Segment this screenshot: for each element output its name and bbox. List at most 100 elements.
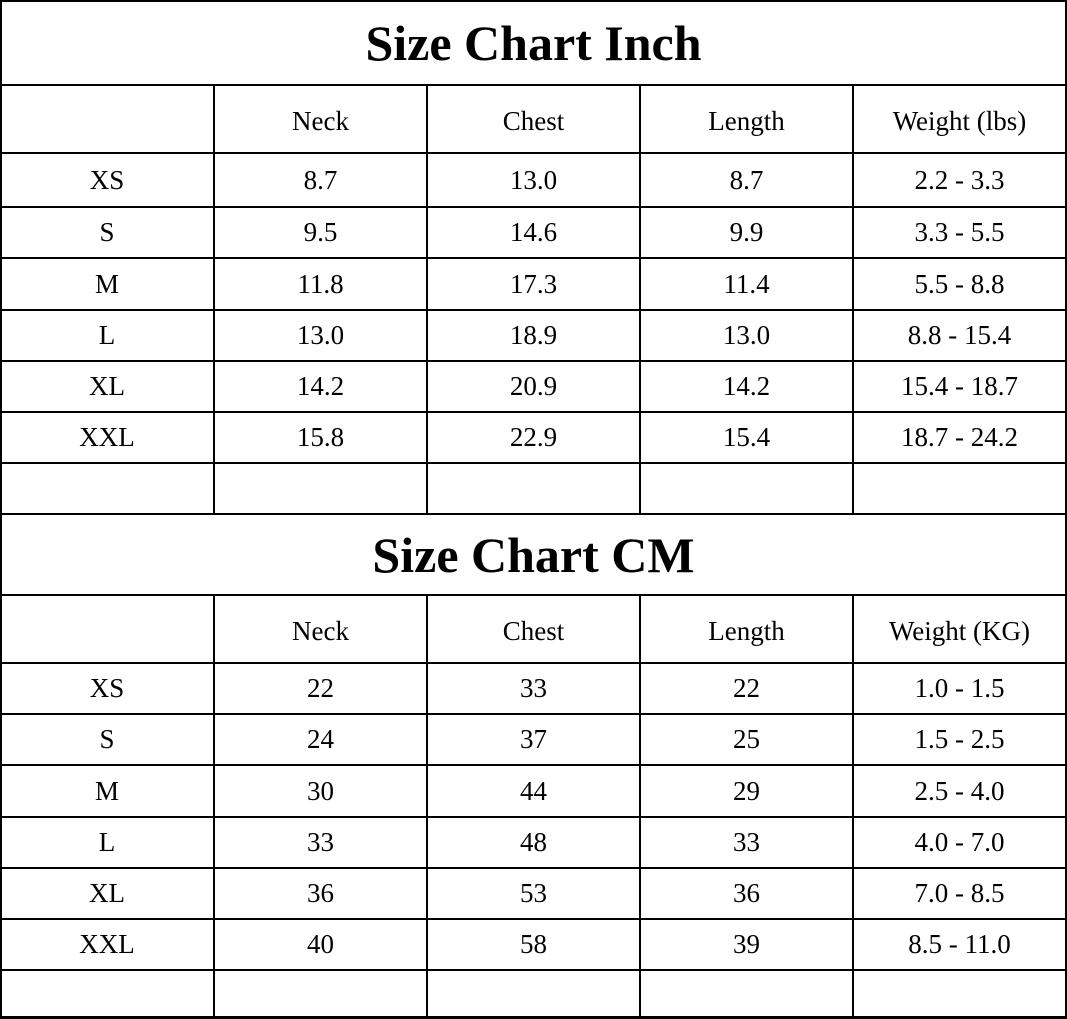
- table-cell-chest: 13.0: [509, 164, 558, 195]
- table-border: [0, 867, 1067, 869]
- table-border: [0, 0, 2, 1019]
- table-border: [213, 85, 215, 514]
- table-cell-length: 9.9: [729, 217, 764, 247]
- table-border: [0, 360, 1067, 362]
- table-border: [0, 1017, 1067, 1019]
- column-header-length: Length: [708, 615, 785, 646]
- table-cell-neck: 11.8: [297, 268, 344, 299]
- table-cell-chest: 44: [520, 775, 547, 806]
- table-cell-size: L: [98, 827, 116, 857]
- table-cell-size: M: [94, 268, 119, 299]
- table-border: [852, 595, 854, 1017]
- table-cell-weight: 8.5 - 11.0: [908, 929, 1011, 959]
- table-cell-weight: [853, 463, 1066, 514]
- table-border: [0, 462, 1067, 464]
- column-header-neck: Neck: [292, 615, 349, 646]
- column-header-weight: Weight (lbs): [892, 105, 1027, 136]
- table-border: [639, 85, 641, 514]
- table-cell-length: 11.4: [723, 268, 770, 299]
- table-cell-length: [640, 463, 853, 514]
- table-border: [852, 85, 854, 514]
- table-cell-length: 33: [733, 827, 760, 857]
- column-header-length: Length: [708, 105, 785, 136]
- table-cell-weight: 1.5 - 2.5: [914, 724, 1005, 754]
- section-title: Size Chart Inch: [365, 14, 702, 71]
- table-border: [0, 152, 1067, 154]
- table-cell-length: 22: [733, 673, 760, 703]
- table-cell-neck: 40: [307, 929, 334, 959]
- table-border: [0, 411, 1067, 413]
- table-cell-neck: [214, 463, 427, 514]
- column-header-chest: Chest: [502, 615, 565, 646]
- table-cell-chest: 20.9: [509, 371, 558, 401]
- table-border: [0, 594, 1067, 596]
- table-border: [0, 309, 1067, 311]
- table-border: [213, 595, 215, 1017]
- table-cell-neck: 36: [307, 878, 334, 908]
- table-cell-length: 39: [733, 929, 760, 959]
- table-cell-length: 29: [733, 775, 760, 806]
- table-cell-size: XL: [89, 371, 125, 401]
- table-border: [0, 206, 1067, 208]
- table-border: [0, 84, 1067, 86]
- table-cell-length: 14.2: [722, 371, 771, 401]
- column-header-weight: Weight (KG): [888, 615, 1031, 646]
- table-cell-weight: 4.0 - 7.0: [914, 827, 1005, 857]
- table-cell-neck: 14.2: [296, 371, 345, 401]
- table-border: [426, 85, 428, 514]
- table-cell-chest: 53: [520, 878, 547, 908]
- table-border: [0, 969, 1067, 971]
- table-border: [0, 257, 1067, 259]
- table-cell-size: L: [98, 320, 116, 350]
- table-border: [0, 764, 1067, 766]
- table-cell-size: XXL: [79, 422, 135, 452]
- table-border: [0, 0, 1067, 2]
- table-cell-chest: [427, 463, 640, 514]
- table-cell-chest: 18.9: [509, 320, 558, 350]
- table-cell-size: XS: [89, 164, 125, 195]
- table-cell-weight: 2.2 - 3.3: [914, 164, 1005, 195]
- table-cell-weight: 15.4 - 18.7: [901, 371, 1018, 401]
- table-cell-length: 8.7: [729, 164, 764, 195]
- table-border: [639, 595, 641, 1017]
- section-title: Size Chart CM: [372, 526, 695, 583]
- table-border: [0, 918, 1067, 920]
- table-cell-chest: 37: [520, 724, 547, 754]
- column-header-size: [0, 85, 214, 157]
- table-border: [0, 1016, 1067, 1018]
- table-cell-neck: 22: [307, 673, 334, 703]
- table-cell-size: [0, 463, 214, 514]
- table-cell-weight: [853, 970, 1066, 1017]
- table-cell-neck: 8.7: [303, 164, 338, 195]
- table-border: [1065, 0, 1067, 1019]
- table-cell-length: 13.0: [722, 320, 771, 350]
- table-cell-size: M: [94, 775, 119, 806]
- table-cell-chest: 58: [520, 929, 547, 959]
- table-cell-chest: 33: [520, 673, 547, 703]
- table-cell-weight: 1.0 - 1.5: [914, 673, 1005, 703]
- table-cell-weight: 8.8 - 15.4: [907, 320, 1012, 350]
- table-cell-chest: 14.6: [509, 217, 558, 247]
- table-cell-weight: 3.3 - 5.5: [914, 217, 1005, 247]
- column-header-size: [0, 595, 214, 667]
- table-border: [0, 513, 1067, 515]
- table-cell-length: 15.4: [722, 422, 771, 452]
- table-cell-neck: 15.8: [296, 422, 345, 452]
- table-border: [0, 713, 1067, 715]
- table-cell-size: XL: [89, 878, 125, 908]
- table-cell-neck: 33: [307, 827, 334, 857]
- table-cell-chest: 17.3: [509, 268, 558, 299]
- table-cell-chest: 22.9: [509, 422, 558, 452]
- table-cell-neck: 13.0: [296, 320, 345, 350]
- table-cell-size: XS: [89, 673, 125, 703]
- table-cell-weight: 5.5 - 8.8: [914, 268, 1005, 299]
- table-cell-weight: 18.7 - 24.2: [901, 422, 1018, 452]
- table-cell-chest: 48: [520, 827, 547, 857]
- table-cell-length: 25: [733, 724, 760, 754]
- table-cell-weight: 7.0 - 8.5: [914, 878, 1005, 908]
- column-header-neck: Neck: [292, 105, 349, 136]
- table-cell-size: [0, 970, 214, 1017]
- table-cell-size: XXL: [79, 929, 135, 959]
- table-cell-length: [640, 970, 853, 1017]
